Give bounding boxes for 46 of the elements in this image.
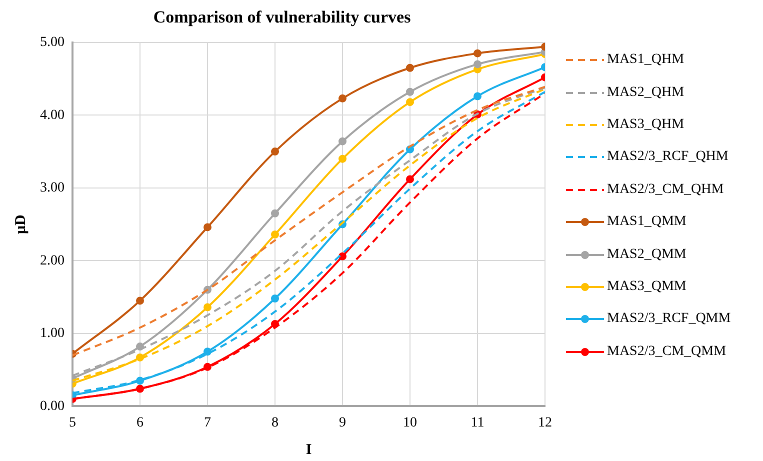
x-tick-label: 12 bbox=[538, 415, 552, 430]
point bbox=[271, 148, 279, 156]
point bbox=[271, 230, 279, 238]
point bbox=[406, 88, 414, 96]
y-tick-label: 4.00 bbox=[40, 108, 64, 123]
y-tick-label: 5.00 bbox=[40, 35, 64, 50]
point bbox=[271, 209, 279, 218]
point bbox=[338, 252, 346, 260]
point bbox=[204, 223, 212, 232]
point bbox=[204, 303, 212, 312]
x-tick-label: 8 bbox=[272, 415, 278, 430]
x-tick-label: 6 bbox=[136, 415, 144, 430]
y-axis-title: μD bbox=[12, 214, 29, 234]
point bbox=[136, 296, 144, 305]
point bbox=[474, 60, 482, 68]
legend-label: MAS1_QMM bbox=[607, 214, 686, 230]
point bbox=[338, 94, 346, 102]
x-tick-label: 10 bbox=[403, 415, 417, 430]
x-tick-label: 5 bbox=[69, 415, 76, 430]
point bbox=[338, 154, 346, 163]
point bbox=[406, 98, 414, 106]
point bbox=[474, 49, 482, 58]
legend-label: MAS2/3_CM_QMM bbox=[607, 344, 726, 360]
point bbox=[406, 175, 414, 184]
legend-label: MAS2_QMM bbox=[607, 246, 686, 263]
chart-title: Comparison of vulnerability curves bbox=[153, 8, 412, 27]
y-tick-label: 1.00 bbox=[40, 326, 64, 342]
y-tick-label: 2.00 bbox=[40, 253, 64, 268]
point bbox=[271, 294, 279, 303]
point bbox=[406, 64, 414, 72]
x-tick-label: 9 bbox=[339, 415, 346, 430]
point bbox=[338, 137, 346, 146]
legend-label: MAS2/3_RCF_QHM bbox=[607, 149, 728, 166]
y-tick-label: 0.00 bbox=[40, 398, 64, 414]
point bbox=[204, 348, 212, 356]
x-axis-title: I bbox=[306, 442, 312, 458]
legend-label: MAS2_QHM bbox=[607, 84, 684, 101]
legend-label: MAS1_QHM bbox=[607, 52, 684, 68]
legend-label: MAS2/3_CM_QHM bbox=[607, 182, 724, 198]
legend-label: MAS3_QMM bbox=[607, 278, 686, 295]
point bbox=[474, 92, 482, 100]
legend-label: MAS3_QHM bbox=[607, 116, 684, 133]
x-tick-label: 11 bbox=[470, 415, 484, 430]
y-tick-label: 3.00 bbox=[40, 180, 64, 196]
x-tick-label: 7 bbox=[204, 415, 211, 430]
legend-label: MAS2/3_RCF_QMM bbox=[607, 311, 731, 328]
